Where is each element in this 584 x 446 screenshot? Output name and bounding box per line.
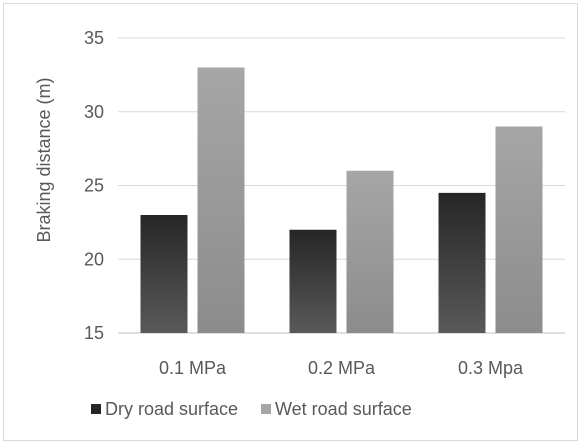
y-tick-label: 20 bbox=[84, 249, 104, 269]
x-axis-ticks: 0.1 MPa 0.2 MPa 0.3 Mpa bbox=[159, 358, 524, 378]
y-axis-title: Braking distance (m) bbox=[34, 77, 54, 242]
y-tick-label: 35 bbox=[84, 28, 104, 48]
bar-dry bbox=[140, 215, 188, 333]
legend: Dry road surface Wet road surface bbox=[91, 399, 412, 419]
bars bbox=[140, 67, 543, 333]
y-tick-label: 25 bbox=[84, 176, 104, 196]
y-tick-label: 30 bbox=[84, 102, 104, 122]
gridlines bbox=[118, 37, 565, 334]
legend-swatch-wet bbox=[261, 404, 271, 414]
x-tick-label: 0.1 MPa bbox=[159, 358, 227, 378]
bar-dry bbox=[438, 192, 486, 333]
x-tick-label: 0.2 MPa bbox=[308, 358, 376, 378]
bar-dry bbox=[289, 229, 337, 333]
y-tick-label: 15 bbox=[84, 323, 104, 343]
x-tick-label: 0.3 Mpa bbox=[458, 358, 524, 378]
bar-wet bbox=[495, 126, 543, 333]
bar-wet bbox=[346, 170, 394, 333]
legend-swatch-dry bbox=[91, 404, 101, 414]
y-axis-ticks: 15 20 25 30 35 bbox=[84, 28, 104, 343]
bar-wet bbox=[197, 67, 245, 333]
legend-label-wet: Wet road surface bbox=[275, 399, 412, 419]
legend-label-dry: Dry road surface bbox=[105, 399, 238, 419]
